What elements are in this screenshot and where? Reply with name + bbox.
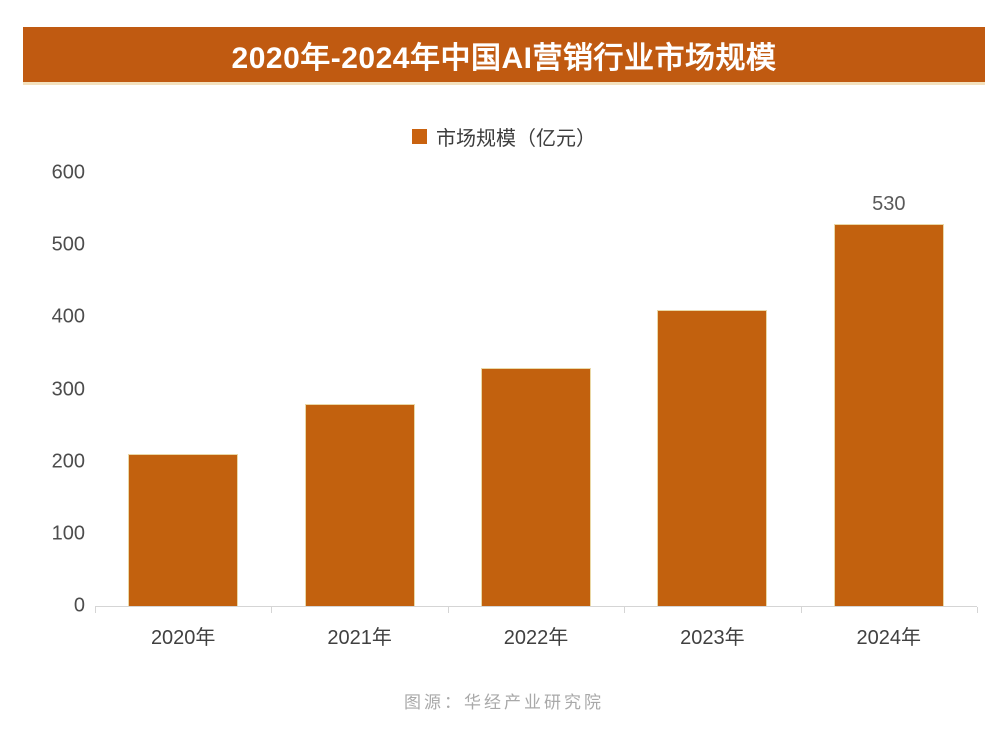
x-axis-tick — [977, 607, 978, 613]
x-axis-category-label: 2024年 — [856, 627, 922, 649]
legend-label: 市场规模（亿元） — [436, 128, 596, 150]
bar-2020年 — [128, 454, 239, 606]
y-axis-tick-label: 200 — [51, 450, 85, 473]
y-axis-tick-label: 500 — [51, 233, 85, 256]
x-axis-tick — [95, 607, 96, 613]
x-axis-tick — [624, 607, 626, 613]
chart-title-banner: 2020年-2024年中国AI营销行业市场规模 — [23, 27, 985, 85]
bar-2023年 — [657, 310, 768, 606]
x-axis-category-label: 2023年 — [680, 627, 745, 649]
x-axis-category-label: 2022年 — [503, 627, 569, 649]
x-axis-tick — [800, 607, 802, 613]
x-axis-line — [95, 606, 977, 607]
y-axis-tick-label: 400 — [51, 305, 85, 328]
y-axis-tick-label: 600 — [51, 161, 85, 184]
bar-2022年 — [481, 367, 591, 606]
bar-2024年 — [833, 223, 944, 606]
x-axis-tick — [447, 607, 449, 613]
x-axis-category-label: 2020年 — [150, 627, 216, 649]
source-credit: 图源：华经产业研究院 — [404, 693, 604, 712]
x-axis-category-label: 2021年 — [327, 627, 392, 649]
y-axis-tick-label: 0 — [73, 594, 85, 617]
legend-marker-icon — [412, 129, 427, 144]
y-axis-tick-label: 100 — [51, 522, 85, 545]
bar-2021年 — [304, 403, 415, 606]
legend: 市场规模（亿元） — [0, 122, 1008, 151]
x-axis-tick — [271, 607, 273, 613]
page-title: 2020年-2024年中国AI营销行业市场规模 — [231, 41, 777, 75]
bar-value-label: 530 — [872, 192, 906, 215]
y-axis-tick-label: 300 — [51, 378, 85, 400]
